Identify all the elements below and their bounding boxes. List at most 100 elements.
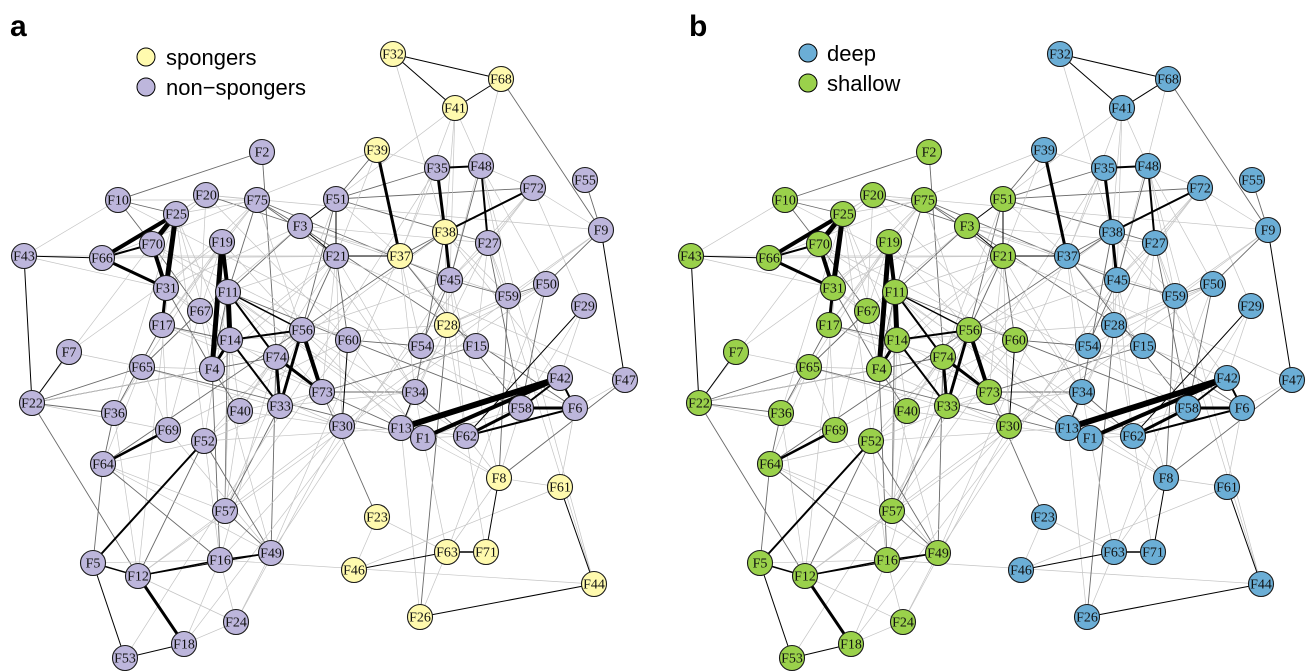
strong-edge-F5-F52 bbox=[759, 440, 872, 564]
node-F59: F59 bbox=[1161, 282, 1189, 310]
node-F47: F47 bbox=[611, 366, 639, 394]
strong-edge-F5-F53 bbox=[759, 562, 793, 659]
node-label-F21: F21 bbox=[992, 250, 1014, 265]
panel-b: b deep shallow F2 F10 F20 F25 F75 F51 F3 F70 F19… bbox=[677, 10, 1306, 672]
edge-F47-F8 bbox=[1165, 379, 1293, 479]
node-circle-F26 bbox=[1073, 603, 1101, 631]
node-circle-F29 bbox=[1237, 292, 1265, 320]
node-F12: F12 bbox=[791, 562, 819, 590]
node-circle-F11 bbox=[214, 278, 242, 306]
node-circle-F24 bbox=[889, 608, 917, 636]
node-F26: F26 bbox=[1073, 603, 1101, 631]
node-F62: F62 bbox=[452, 422, 480, 450]
node-circle-F57 bbox=[211, 497, 239, 525]
strong-edge-F60-F30 bbox=[1008, 339, 1016, 427]
edge-F2-F10 bbox=[117, 151, 263, 201]
node-F35: F35 bbox=[423, 154, 451, 182]
edge-F41-F38 bbox=[1111, 107, 1123, 233]
node-F25: F25 bbox=[162, 200, 190, 228]
strong-edge-F66-F25 bbox=[100, 212, 178, 260]
edge-F41-F45 bbox=[449, 107, 456, 281]
edge-F54-F6 bbox=[1087, 345, 1243, 409]
node-F71: F71 bbox=[472, 538, 500, 566]
node-circle-F58 bbox=[507, 394, 535, 422]
node-F74: F74 bbox=[262, 343, 290, 371]
node-F63: F63 bbox=[1100, 538, 1128, 566]
node-label-F36: F36 bbox=[770, 407, 792, 422]
node-F37: F37 bbox=[386, 242, 414, 270]
strong-edge-F43-F22 bbox=[690, 255, 700, 404]
node-circle-F51 bbox=[322, 185, 350, 213]
node-label-F18: F18 bbox=[173, 638, 195, 653]
strong-edge-F19-F4 bbox=[876, 239, 892, 372]
node-circle-F26 bbox=[406, 603, 434, 631]
node-circle-F41 bbox=[1108, 94, 1136, 122]
node-label-F6: F6 bbox=[568, 402, 583, 417]
node-F38: F38 bbox=[431, 218, 459, 246]
node-label-F67: F67 bbox=[189, 305, 211, 320]
node-label-F12: F12 bbox=[127, 570, 149, 585]
edge-F19-F7 bbox=[68, 241, 223, 353]
node-label-F66: F66 bbox=[758, 252, 780, 267]
node-F75: F75 bbox=[910, 186, 938, 214]
node-label-F63: F63 bbox=[436, 546, 458, 561]
node-circle-F53 bbox=[778, 644, 806, 672]
node-label-F40: F40 bbox=[896, 405, 918, 420]
node-label-F38: F38 bbox=[1101, 226, 1123, 241]
edge-F2-F10 bbox=[784, 151, 930, 201]
node-F75: F75 bbox=[243, 186, 271, 214]
node-F47: F47 bbox=[1278, 366, 1306, 394]
node-F21: F21 bbox=[989, 242, 1017, 270]
edge-F32-F38 bbox=[1059, 53, 1113, 233]
node-label-F2: F2 bbox=[255, 146, 270, 161]
node-F13: F13 bbox=[387, 414, 415, 442]
legend-label-deep: deep bbox=[827, 41, 876, 66]
node-circle-F12 bbox=[124, 562, 152, 590]
node-circle-F2 bbox=[915, 138, 943, 166]
node-circle-F10 bbox=[771, 186, 799, 214]
node-label-F35: F35 bbox=[426, 162, 448, 177]
node-F46: F46 bbox=[1007, 556, 1035, 584]
edge-F51-F56 bbox=[301, 198, 337, 331]
edge-F22-F36 bbox=[31, 402, 115, 414]
node-F8: F8 bbox=[485, 464, 513, 492]
strong-edge-F12-F49 bbox=[804, 552, 939, 577]
node-label-F22: F22 bbox=[21, 397, 43, 412]
edge-F13-F26 bbox=[400, 427, 421, 618]
node-circle-F24 bbox=[222, 608, 250, 636]
edge-F75-F11 bbox=[227, 199, 258, 293]
node-F34: F34 bbox=[1068, 378, 1096, 406]
node-F51: F51 bbox=[322, 185, 350, 213]
node-circle-F72 bbox=[519, 174, 547, 202]
node-label-F20: F20 bbox=[195, 189, 217, 204]
node-F16: F16 bbox=[206, 546, 234, 574]
node-circle-F60 bbox=[334, 326, 362, 354]
node-circle-F41 bbox=[441, 94, 469, 122]
strong-edge-F39-F37 bbox=[375, 148, 402, 258]
legend-label-spongers: spongers bbox=[166, 45, 257, 70]
node-label-F56: F56 bbox=[958, 324, 980, 339]
node-circle-F67 bbox=[186, 297, 214, 325]
node-F10: F10 bbox=[104, 186, 132, 214]
node-F64: F64 bbox=[89, 450, 117, 478]
node-F44: F44 bbox=[1247, 570, 1275, 598]
node-circle-F17 bbox=[815, 311, 843, 339]
node-label-F65: F65 bbox=[798, 361, 820, 376]
edge-F64-F49 bbox=[769, 463, 939, 554]
node-F17: F17 bbox=[148, 311, 176, 339]
edge-F48-F44 bbox=[1147, 165, 1262, 585]
edge-F74-F49 bbox=[270, 356, 277, 554]
edge-F19-F7 bbox=[735, 241, 890, 353]
node-circle-F72 bbox=[1186, 174, 1214, 202]
edge-F52-F12 bbox=[137, 440, 205, 577]
node-F15: F15 bbox=[462, 332, 490, 360]
node-circle-F65 bbox=[128, 353, 156, 381]
edge-F74-F16 bbox=[886, 356, 944, 561]
node-circle-F48 bbox=[1134, 152, 1162, 180]
node-F2: F2 bbox=[915, 138, 943, 166]
edge-F18-F72 bbox=[850, 187, 1201, 645]
node-circle-F20 bbox=[859, 181, 887, 209]
node-F43: F43 bbox=[10, 242, 38, 270]
edge-F37-F54 bbox=[1066, 255, 1089, 347]
node-circle-F69 bbox=[821, 416, 849, 444]
